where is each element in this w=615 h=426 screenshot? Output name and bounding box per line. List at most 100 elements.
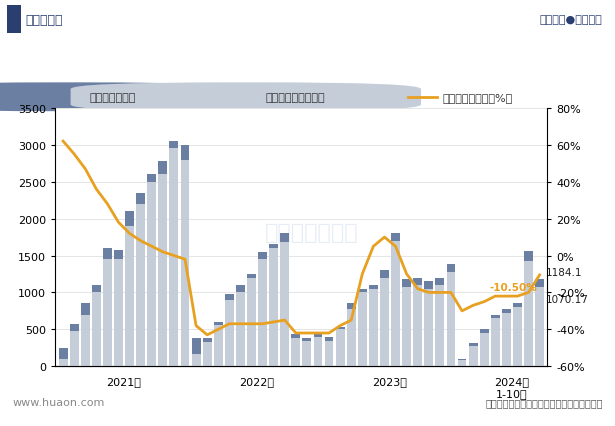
Text: 华经情报网: 华经情报网	[26, 14, 63, 27]
Bar	[358, 293, 367, 366]
Bar	[336, 327, 344, 366]
Text: 1070.17: 1070.17	[546, 294, 589, 305]
Bar	[269, 248, 278, 366]
Text: 商品房住宅（亿元）: 商品房住宅（亿元）	[266, 92, 325, 103]
Bar	[413, 278, 422, 366]
Bar	[247, 274, 256, 366]
Bar	[402, 287, 411, 366]
Bar	[292, 335, 300, 366]
Bar	[81, 304, 90, 366]
Bar	[181, 145, 189, 366]
Bar	[247, 278, 256, 366]
Bar	[303, 341, 311, 366]
Bar	[192, 338, 200, 366]
Bar	[380, 278, 389, 366]
Bar	[269, 245, 278, 366]
Bar	[258, 259, 267, 366]
Bar	[137, 204, 145, 366]
Bar	[292, 338, 300, 366]
Bar	[92, 285, 101, 366]
Text: 商品房（亿元）: 商品房（亿元）	[89, 92, 136, 103]
Bar	[314, 335, 322, 366]
Text: 华经产业研究院: 华经产业研究院	[264, 222, 358, 242]
Bar	[69, 324, 79, 366]
Bar	[358, 289, 367, 366]
Bar	[424, 289, 433, 366]
Bar	[524, 251, 533, 366]
Bar	[513, 304, 522, 366]
Bar	[480, 333, 489, 366]
Bar	[469, 346, 477, 366]
Text: 专业严谨●客观科学: 专业严谨●客观科学	[540, 15, 603, 25]
Text: -10.50%: -10.50%	[490, 282, 538, 293]
Bar	[280, 234, 289, 366]
Bar	[214, 325, 223, 366]
Bar	[203, 338, 212, 366]
Text: 1184.1: 1184.1	[546, 267, 583, 277]
Bar	[137, 193, 145, 366]
Text: www.huaon.com: www.huaon.com	[12, 397, 105, 408]
Bar	[125, 212, 134, 366]
Bar	[502, 314, 511, 366]
Bar	[491, 319, 500, 366]
Bar	[159, 175, 167, 366]
Bar	[402, 279, 411, 366]
Bar	[148, 175, 156, 366]
Bar	[203, 342, 212, 366]
Bar	[58, 359, 68, 366]
Bar	[314, 337, 322, 366]
Bar	[369, 289, 378, 366]
Bar	[103, 248, 112, 366]
Bar	[535, 288, 544, 366]
Bar	[148, 182, 156, 366]
Text: 2021-2024年10月辽宁省房地产商品住宅及商品住宅现房销售额: 2021-2024年10月辽宁省房地产商品住宅及商品住宅现房销售额	[123, 55, 492, 73]
Bar	[502, 309, 511, 366]
Text: 商品房销售增速（%）: 商品房销售增速（%）	[442, 92, 513, 103]
Bar	[225, 300, 234, 366]
Bar	[236, 293, 245, 366]
FancyBboxPatch shape	[71, 83, 421, 112]
Bar	[103, 259, 112, 366]
Bar	[192, 354, 200, 366]
FancyBboxPatch shape	[0, 83, 245, 112]
Bar	[303, 338, 311, 366]
Bar	[435, 278, 444, 366]
Bar	[159, 161, 167, 366]
Bar	[181, 160, 189, 366]
Bar	[458, 360, 466, 366]
Bar	[69, 331, 79, 366]
Bar	[435, 285, 444, 366]
Bar	[513, 308, 522, 366]
Bar	[225, 294, 234, 366]
Bar	[446, 272, 455, 366]
Bar	[391, 241, 400, 366]
Bar	[458, 359, 466, 366]
Bar	[114, 250, 123, 366]
Bar	[524, 262, 533, 366]
Bar	[491, 315, 500, 366]
Bar	[325, 341, 333, 366]
Bar	[170, 142, 178, 366]
Bar	[92, 293, 101, 366]
Bar	[81, 315, 90, 366]
Bar	[325, 338, 333, 366]
Bar	[125, 227, 134, 366]
Bar	[469, 343, 477, 366]
Bar	[7, 6, 21, 35]
Bar	[446, 265, 455, 366]
Bar	[347, 309, 355, 366]
Bar	[214, 322, 223, 366]
Bar	[480, 330, 489, 366]
Bar	[347, 304, 355, 366]
Bar	[413, 285, 422, 366]
Bar	[58, 348, 68, 366]
Bar	[336, 330, 344, 366]
Bar	[535, 279, 544, 366]
Text: 数据来源：国家统计局，华经产业研究院整理: 数据来源：国家统计局，华经产业研究院整理	[485, 397, 603, 408]
Bar	[114, 259, 123, 366]
Bar	[380, 271, 389, 366]
Bar	[369, 285, 378, 366]
Bar	[391, 234, 400, 366]
Bar	[170, 149, 178, 366]
Bar	[258, 252, 267, 366]
